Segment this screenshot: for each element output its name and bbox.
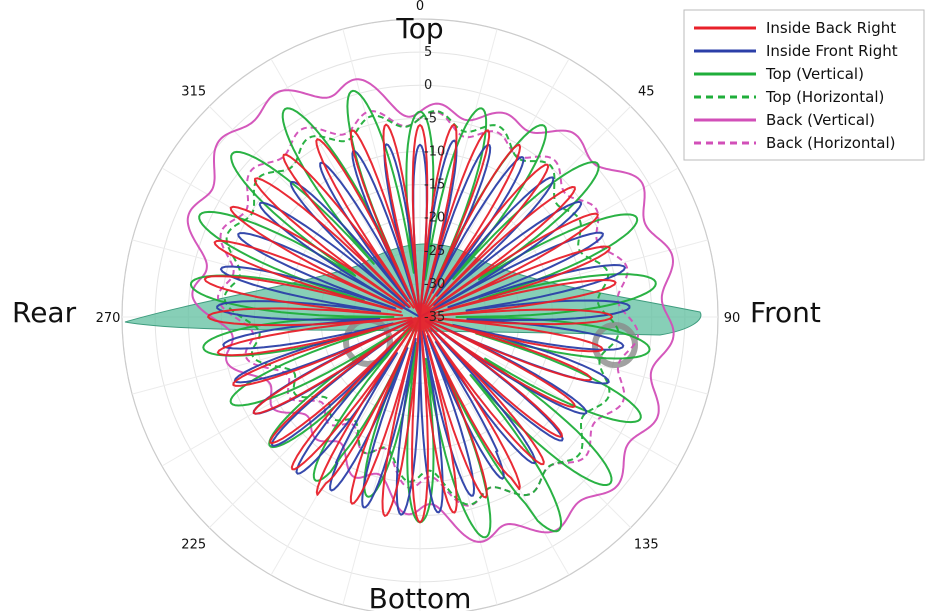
angle-tick-label: 135 — [634, 537, 659, 552]
grid-spoke — [270, 316, 421, 576]
legend-box — [683, 9, 925, 161]
series-line — [186, 78, 675, 543]
legend-label: Inside Back Right — [766, 19, 896, 37]
radial-tick-label: -10 — [424, 144, 445, 159]
radial-tick-label: -15 — [424, 178, 445, 193]
angle-tick-label: 0 — [416, 0, 424, 14]
direction-label-top: Top — [395, 12, 443, 45]
grid-spoke — [161, 316, 421, 467]
angle-tick-label: 225 — [181, 537, 206, 552]
series-line — [223, 110, 620, 506]
legend: Inside Back Right Inside Front Right Top (… — [683, 9, 925, 161]
direction-label-front: Front — [750, 296, 821, 329]
legend-label: Top (Vertical) — [765, 65, 864, 83]
legend-label: Inside Front Right — [766, 42, 898, 60]
series-layer — [186, 78, 675, 543]
direction-label-bottom: Bottom — [369, 582, 472, 611]
radial-tick-label: -35 — [424, 310, 445, 325]
grid-spoke — [419, 316, 679, 467]
angle-tick-labels: 04590135180225270315 — [96, 0, 741, 552]
angle-tick-label: 315 — [181, 85, 206, 100]
radial-tick-labels: 5 0 -5 -10 -15 -20 -25 -30 -35 — [424, 45, 445, 325]
series-line — [203, 123, 617, 524]
legend-label: Back (Vertical) — [766, 111, 875, 129]
series-line — [217, 110, 639, 507]
angle-tick-label: 270 — [96, 311, 121, 326]
legend-label: Back (Horizontal) — [766, 134, 895, 152]
radial-tick-label: -20 — [424, 211, 445, 226]
radial-tick-label: -25 — [424, 244, 445, 259]
angle-tick-label: 90 — [724, 311, 741, 326]
radial-tick-label: -30 — [424, 277, 445, 292]
angle-tick-label: 45 — [638, 85, 655, 100]
radial-tick-label: -5 — [424, 111, 437, 126]
radial-tick-label: 5 — [424, 45, 432, 60]
radial-tick-label: 0 — [424, 78, 432, 93]
legend-label: Top (Horizontal) — [765, 88, 884, 106]
direction-label-rear: Rear — [12, 296, 77, 329]
